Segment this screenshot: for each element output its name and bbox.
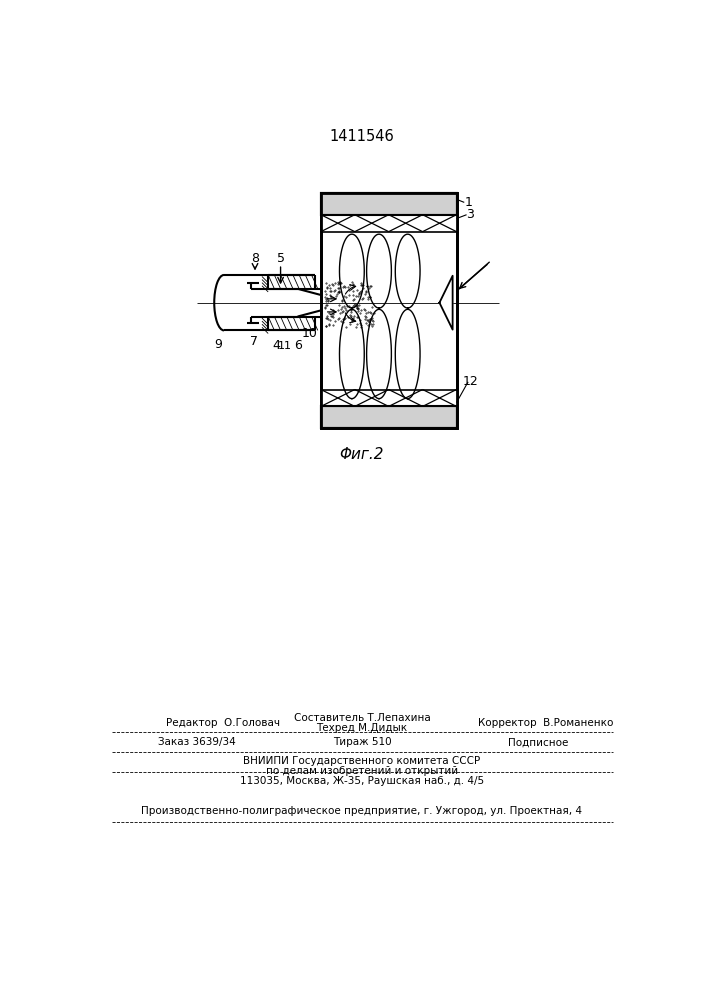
Text: ВНИИПИ Государственного комитета СССР: ВНИИПИ Государственного комитета СССР [243,756,481,766]
Text: 7: 7 [250,335,258,348]
Bar [321,406,457,428]
Text: Составитель Т.Лепахина: Составитель Т.Лепахина [293,713,431,723]
Text: Редактор  О.Головач: Редактор О.Головач [166,718,280,728]
Text: 10: 10 [301,327,317,340]
Bar [321,406,457,428]
Text: 1411546: 1411546 [329,129,395,144]
Text: Корректор  В.Романенко: Корректор В.Романенко [478,718,613,728]
Text: 113035, Москва, Ж-35, Раушская наб., д. 4/5: 113035, Москва, Ж-35, Раушская наб., д. … [240,776,484,786]
Text: Тираж 510: Тираж 510 [332,737,391,747]
Text: 4: 4 [272,339,280,352]
Text: Подписное: Подписное [508,737,568,747]
Bar [321,193,457,428]
Bar [321,193,457,215]
Text: 9: 9 [214,338,222,351]
Polygon shape [440,276,452,330]
Text: 12: 12 [462,375,479,388]
Bar [321,389,457,406]
Text: по делам изобретений и открытий: по делам изобретений и открытий [266,766,458,776]
Bar [321,193,457,215]
Text: Φиг.2: Φиг.2 [339,447,384,462]
Bar [321,193,457,428]
Text: 1: 1 [464,196,472,209]
Text: 3: 3 [467,208,474,221]
Text: 5: 5 [276,252,285,265]
Text: Техред М.Дидык: Техред М.Дидык [317,723,407,733]
Text: 8: 8 [251,252,259,265]
Text: Заказ 3639/34: Заказ 3639/34 [158,737,236,747]
Text: Производственно-полиграфическое предприятие, г. Ужгород, ул. Проектная, 4: Производственно-полиграфическое предприя… [141,806,583,816]
Text: 11: 11 [279,341,292,351]
Text: 6: 6 [293,339,302,352]
Bar [321,215,457,232]
